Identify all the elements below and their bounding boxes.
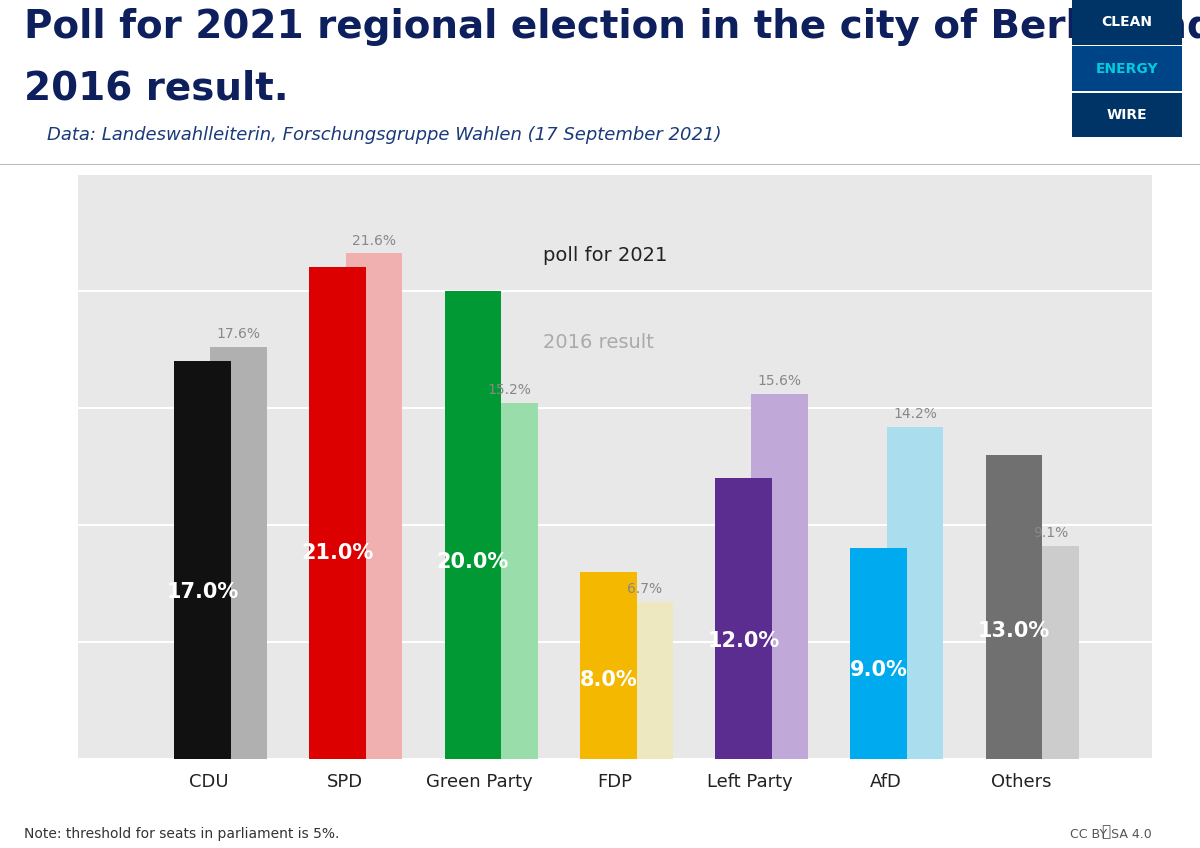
Text: 17.0%: 17.0% xyxy=(167,582,239,602)
Bar xyxy=(346,254,402,759)
Text: CC BY SA 4.0: CC BY SA 4.0 xyxy=(1070,828,1152,841)
Text: Ⓒ: Ⓒ xyxy=(1102,824,1111,840)
Bar xyxy=(444,291,502,759)
Text: 21.6%: 21.6% xyxy=(352,233,396,248)
Text: 14.2%: 14.2% xyxy=(893,407,937,421)
Bar xyxy=(887,427,943,759)
Text: WIRE: WIRE xyxy=(1106,108,1147,122)
Bar xyxy=(174,361,230,759)
Bar xyxy=(616,602,673,759)
Bar xyxy=(310,267,366,759)
Text: 6.7%: 6.7% xyxy=(626,583,662,596)
Text: 20.0%: 20.0% xyxy=(437,552,509,572)
Text: CLEAN: CLEAN xyxy=(1102,15,1152,30)
Text: Note: threshold for seats in parliament is 5%.: Note: threshold for seats in parliament … xyxy=(24,827,340,841)
Text: 12.0%: 12.0% xyxy=(707,631,780,651)
Bar xyxy=(210,347,268,759)
FancyBboxPatch shape xyxy=(1072,0,1182,45)
Text: 21.0%: 21.0% xyxy=(301,543,373,562)
Bar xyxy=(580,572,636,759)
Text: 9.0%: 9.0% xyxy=(850,661,907,680)
Text: 15.2%: 15.2% xyxy=(487,383,532,398)
Text: 8.0%: 8.0% xyxy=(580,670,637,690)
Text: 13.0%: 13.0% xyxy=(978,622,1050,641)
Text: Data: Landeswahlleiterin, Forschungsgruppe Wahlen (17 September 2021): Data: Landeswahlleiterin, Forschungsgrup… xyxy=(24,126,721,144)
Text: 2016 result.: 2016 result. xyxy=(24,70,289,108)
Bar xyxy=(1022,546,1079,759)
Text: Poll for 2021 regional election in the city of Berlin and: Poll for 2021 regional election in the c… xyxy=(24,8,1200,47)
Bar xyxy=(985,455,1043,759)
Text: 2016 result: 2016 result xyxy=(544,333,654,352)
Text: 9.1%: 9.1% xyxy=(1033,526,1068,540)
Bar xyxy=(751,393,809,759)
Text: 17.6%: 17.6% xyxy=(217,327,260,341)
FancyBboxPatch shape xyxy=(1072,47,1182,91)
Bar xyxy=(715,478,772,759)
FancyBboxPatch shape xyxy=(1072,92,1182,137)
Bar xyxy=(851,549,907,759)
Text: 15.6%: 15.6% xyxy=(758,374,802,388)
Bar xyxy=(481,403,538,759)
Text: ENERGY: ENERGY xyxy=(1096,62,1158,75)
Text: poll for 2021: poll for 2021 xyxy=(544,246,667,265)
